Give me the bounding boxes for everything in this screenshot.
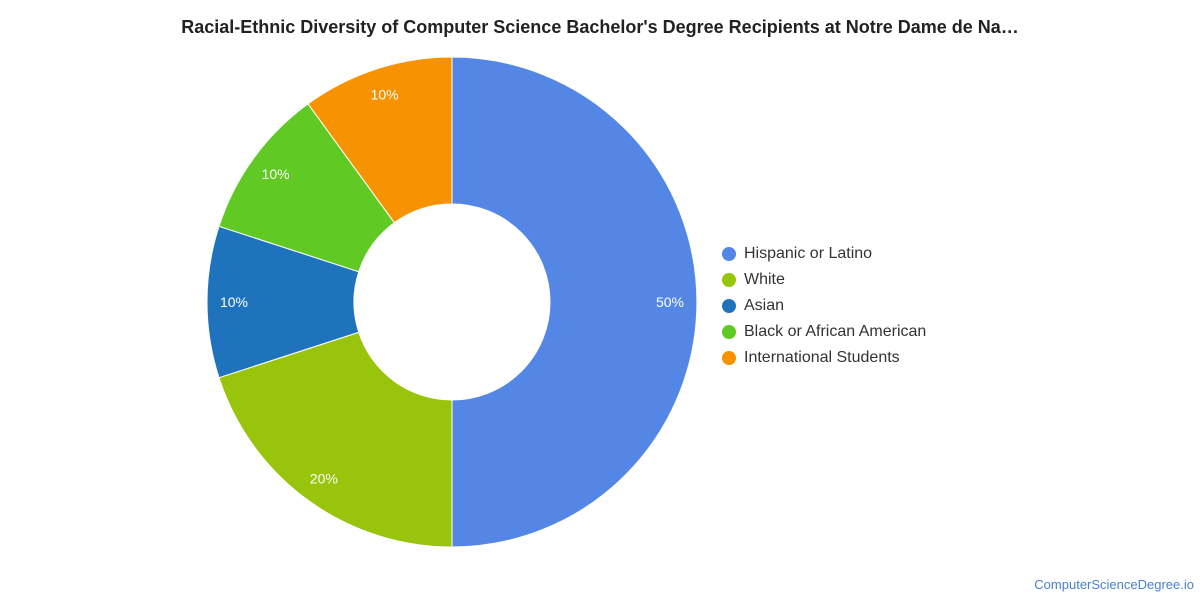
legend-label: White [744, 271, 785, 288]
slice-value-label: 10% [220, 294, 248, 310]
legend-label: International Students [744, 349, 900, 366]
slice-value-label: 10% [371, 87, 399, 103]
slice-value-label: 10% [262, 166, 290, 182]
chart-title: Racial-Ethnic Diversity of Computer Scie… [181, 17, 1019, 37]
legend-item-black-or-african-american[interactable]: Black or African American [722, 319, 926, 345]
legend-swatch [722, 247, 736, 261]
legend-label: Asian [744, 297, 785, 314]
legend-item-white[interactable]: White [722, 267, 926, 293]
legend-label: Black or African American [744, 323, 927, 340]
legend-swatch [722, 351, 736, 365]
donut-slices [206, 56, 698, 548]
chart-legend: Hispanic or Latino White Asian Black or Afr… [722, 241, 926, 371]
legend-swatch [722, 273, 736, 287]
legend-item-hispanic-or-latino[interactable]: Hispanic or Latino [722, 241, 926, 267]
donut-slice-hispanic-or-latino[interactable] [451, 56, 698, 548]
legend-item-international-students[interactable]: International Students [722, 345, 926, 371]
slice-value-label: 50% [656, 294, 684, 310]
donut-slice-white[interactable] [218, 331, 453, 548]
slice-value-label: 20% [310, 470, 338, 486]
donut-slice-labels: 50% 20% 10% 10% 10% [220, 87, 684, 487]
site-watermark[interactable]: ComputerScienceDegree.io [1034, 577, 1194, 592]
legend-label: Hispanic or Latino [744, 245, 873, 262]
legend-swatch [722, 299, 736, 313]
legend-item-asian[interactable]: Asian [722, 293, 926, 319]
legend-swatch [722, 325, 736, 339]
donut-slice-international-students[interactable] [307, 56, 453, 224]
